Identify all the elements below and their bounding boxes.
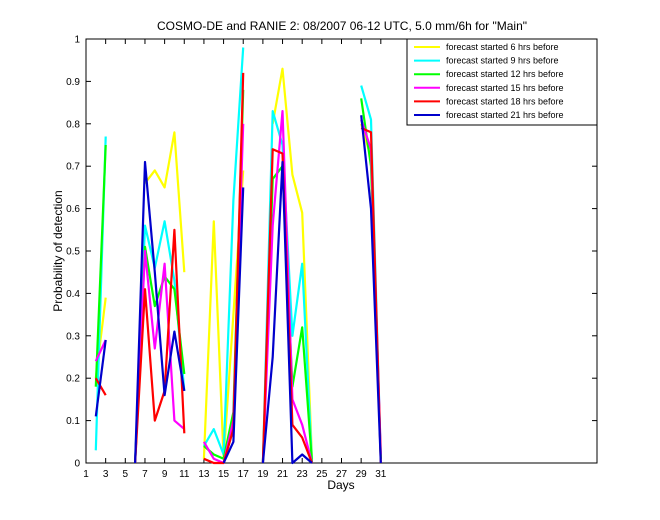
series-line [134,249,186,464]
series-line [222,187,245,464]
y-tick-label: 0.9 [66,77,80,88]
series-line [144,131,186,273]
x-tick-label: 3 [103,469,109,480]
legend-label: forecast started 18 hrs before [446,96,564,106]
y-tick-label: 1 [74,35,80,46]
legend-box [406,38,598,126]
x-tick-label: 31 [375,469,387,480]
x-ticks: 1 3 5 7 9 11 13 15 17 19 21 23 25 27 29 31 [83,39,387,480]
series-line [134,160,186,464]
y-tick-label: 0.5 [66,247,80,258]
x-tick-label: 23 [297,469,309,480]
y-tick-label: 0.6 [66,204,80,215]
y-tick-label: 0.4 [66,289,80,300]
x-tick-label: 9 [162,469,168,480]
legend-label: forecast started 9 hrs before [446,56,559,66]
series-line [94,339,107,362]
x-tick-label: 29 [356,469,368,480]
legend-label: forecast started 12 hrs before [446,69,564,79]
x-tick-label: 15 [218,469,230,480]
y-tick-label: 0.7 [66,162,80,173]
y-tick-label: 0 [74,459,80,470]
x-axis-label: Days [327,478,354,492]
x-tick-label: 25 [316,469,328,480]
chart-title: COSMO-DE and RANIE 2: 08/2007 06-12 UTC,… [157,19,527,33]
series-line [261,160,313,465]
plot-series [94,47,382,465]
x-tick-label: 17 [238,469,250,480]
x-tick-label: 27 [336,469,348,480]
x-tick-label: 13 [198,469,210,480]
x-tick-label: 7 [142,469,148,480]
series-6 [94,115,382,465]
series-line [271,67,314,459]
x-tick-label: 21 [277,469,289,480]
x-tick-label: 5 [123,469,129,480]
y-tick-label: 0.2 [66,374,80,385]
series-line [94,339,107,417]
legend-label: forecast started 6 hrs before [446,42,559,52]
x-tick-label: 19 [257,469,269,480]
y-tick-label: 0.1 [66,416,80,427]
x-tick-label: 1 [83,469,89,480]
y-tick-label: 0.8 [66,119,80,130]
x-tick-label: 11 [179,469,190,480]
y-axis-label: Probability of detection [51,190,65,311]
series-line [261,109,314,464]
series-line [360,115,382,464]
legend-label: forecast started 21 hrs before [446,110,564,120]
legend-label: forecast started 15 hrs before [446,83,564,93]
y-tick-label: 0.3 [66,331,80,342]
legend: forecast started 6 hrs before forecast st… [406,38,598,126]
y-ticks: 0 0.1 0.2 0.3 0.4 0.5 0.6 0.7 0.8 0.9 1 [66,35,597,470]
series-line [94,144,107,387]
series-line [134,228,186,464]
